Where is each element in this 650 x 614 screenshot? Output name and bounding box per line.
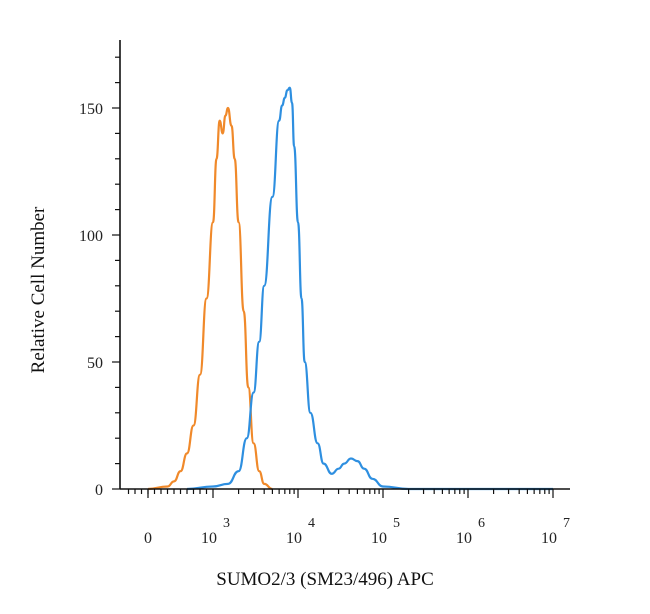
y-tick-label: 150 [79,101,103,118]
histogram-series-2 [186,86,553,491]
x-axis-ticks: 0 10 3 10 4 10 5 10 6 10 7 [127,489,570,547]
x-tick-label: 10 3 [201,516,230,547]
y-tick-label: 50 [87,355,103,372]
x-tick-label: 10 7 [541,516,570,547]
x-tick-exponent: 4 [308,516,315,531]
plot-area [147,86,553,491]
x-tick-label: 10 6 [456,516,485,547]
x-tick-exponent: 7 [563,516,570,531]
x-tick-exponent: 6 [478,516,485,531]
y-axis-ticks: 0 50 100 150 [79,56,120,499]
y-axis-label: Relative Cell Number [28,206,49,373]
x-tick-base: 10 [201,530,217,547]
x-tick-label: 10 4 [286,516,315,547]
x-tick-base: 10 [541,530,557,547]
x-tick-base: 10 [286,530,302,547]
y-tick-label: 0 [95,482,103,499]
x-tick-label: 0 [144,530,152,547]
x-tick-base: 10 [371,530,387,547]
histogram-series-1 [147,106,273,491]
x-tick-label: 10 5 [371,516,400,547]
x-tick-exponent: 3 [223,516,230,531]
x-axis-label: SUMO2/3 (SM23/496) APC [216,569,434,590]
x-tick-base: 10 [456,530,472,547]
x-tick-exponent: 5 [393,516,400,531]
y-tick-label: 100 [79,228,103,245]
x-tick-base: 0 [144,530,152,547]
